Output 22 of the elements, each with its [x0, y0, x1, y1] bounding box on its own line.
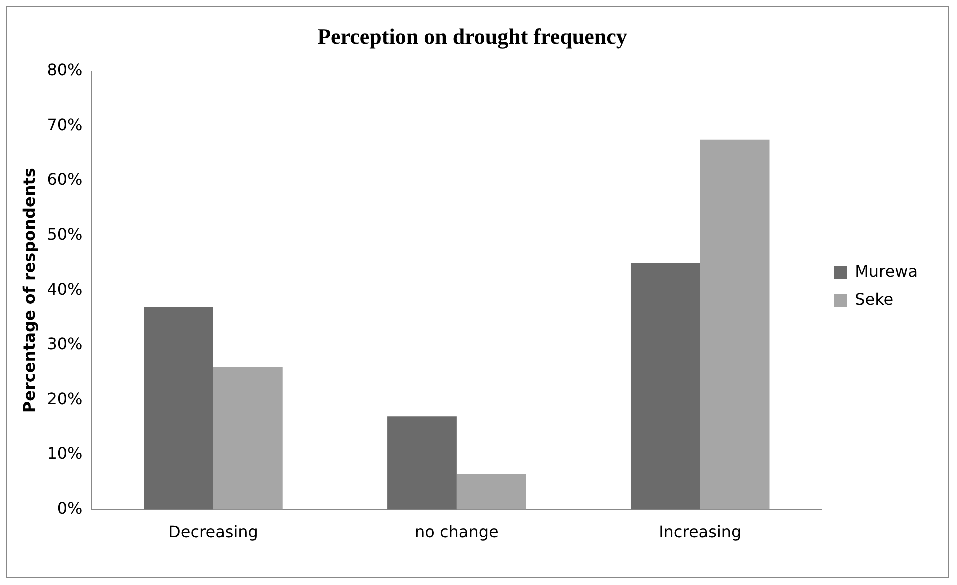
x-tick-label: Decreasing: [168, 522, 258, 542]
y-tick-label: 30%: [47, 334, 83, 354]
y-tick-label: 60%: [47, 170, 83, 190]
chart-title: Perception on drought frequency: [318, 24, 628, 49]
x-tick-label: Increasing: [659, 522, 742, 542]
y-tick-label: 0%: [57, 498, 83, 518]
y-tick-label: 10%: [47, 444, 83, 464]
y-tick-label: 20%: [47, 389, 83, 408]
bar: [213, 367, 283, 510]
y-tick-label: 40%: [47, 280, 83, 299]
y-axis-title: Percentage of respondents: [20, 168, 39, 414]
bar: [456, 474, 526, 510]
bar: [630, 263, 700, 510]
y-tick-label: 70%: [47, 115, 83, 134]
x-tick-label: no change: [414, 522, 499, 542]
legend-label: Murewa: [855, 262, 918, 282]
bar: [144, 307, 214, 510]
y-tick-label: 80%: [47, 60, 83, 80]
legend-label: Seke: [855, 290, 894, 310]
bar: [700, 140, 770, 510]
y-tick-label: 50%: [47, 224, 83, 244]
bar: [388, 416, 457, 510]
